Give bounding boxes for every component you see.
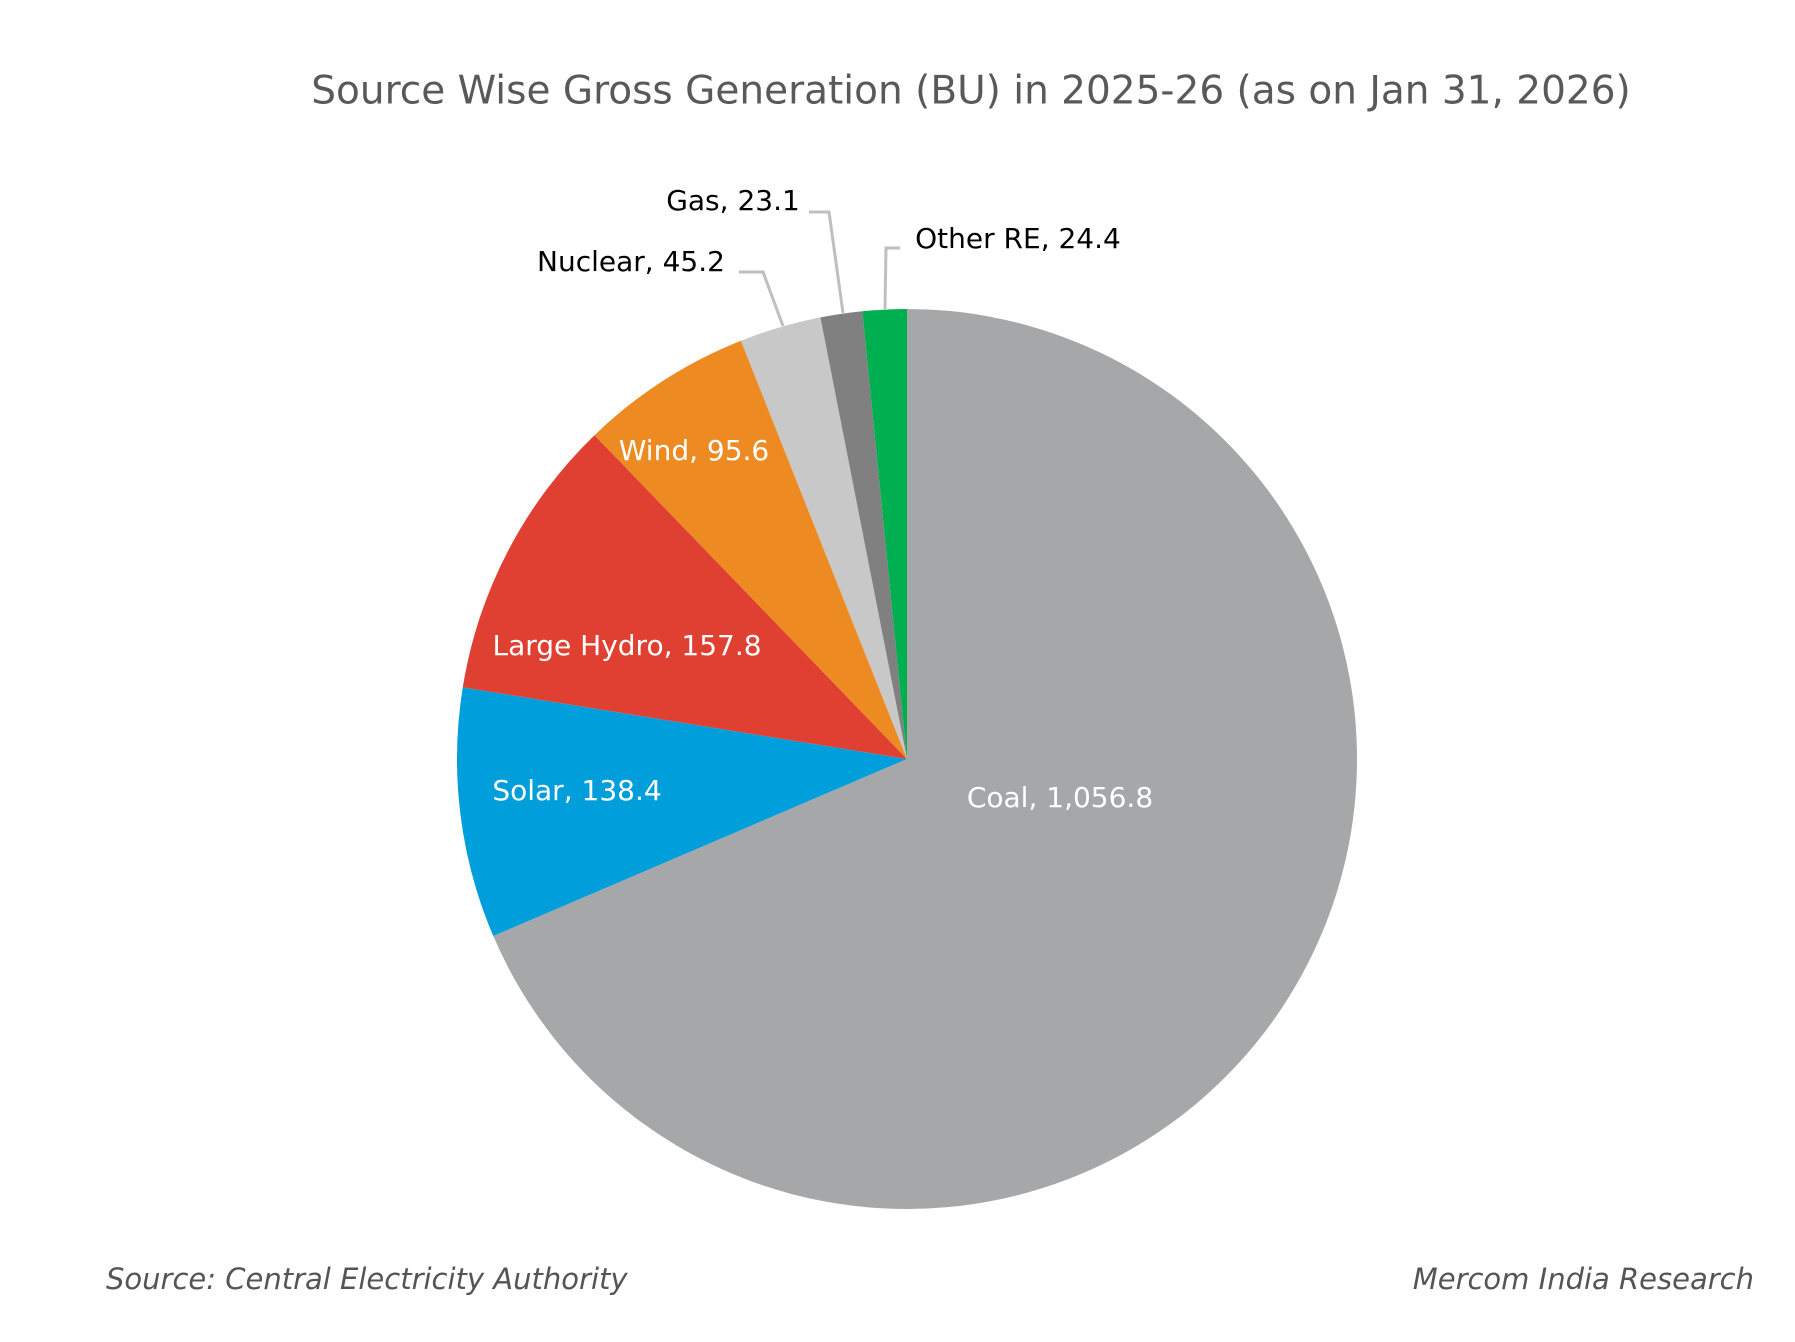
pie-slice: [594, 340, 907, 759]
leader-line: [809, 210, 845, 314]
data-label: Large Hydro, 157.8: [492, 629, 761, 662]
data-label: Other RE, 24.4: [915, 222, 1121, 255]
leader-line: [739, 270, 785, 327]
data-label: Wind, 95.6: [619, 434, 770, 467]
data-label: Gas, 23.1: [666, 184, 800, 217]
data-label: Coal, 1,056.8: [967, 781, 1153, 814]
pie-slice: [862, 309, 907, 759]
chart-title: Source Wise Gross Generation (BU) in 202…: [311, 69, 1631, 114]
source-note: Source: Central Electricity Authority: [106, 1262, 628, 1296]
pie-slice: [820, 311, 907, 759]
pie-slice: [493, 309, 1357, 1210]
pie-slice: [462, 435, 907, 759]
pie-slice: [457, 687, 907, 937]
credit-note: Mercom India Research: [1413, 1262, 1754, 1296]
leader-line: [883, 246, 900, 310]
data-label: Solar, 138.4: [492, 774, 661, 807]
pie-slice: [740, 317, 907, 759]
data-label: Nuclear, 45.2: [537, 245, 725, 278]
